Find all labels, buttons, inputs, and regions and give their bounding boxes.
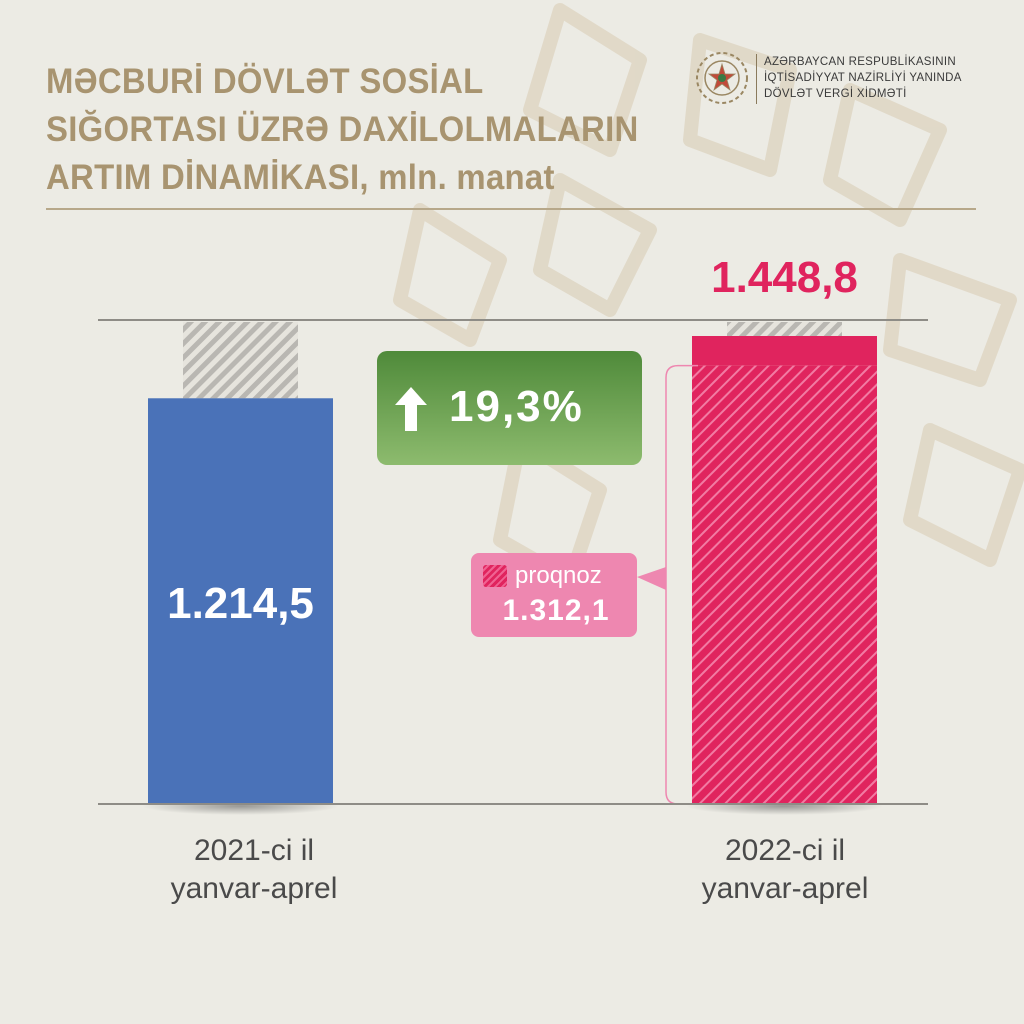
header-divider [46,208,976,210]
org-line-2: İQTİSADİYYAT NAZİRLİYİ YANINDA [764,72,962,84]
forecast-bracket [665,364,698,805]
arrow-up-icon [395,387,427,431]
bar-2022-actual [692,336,877,366]
growth-percent: 19,3% [449,382,584,431]
x-tick-label-line: yanvar-aprel [701,872,869,905]
org-divider [756,54,757,104]
x-tick-label-line: yanvar-aprel [170,872,338,905]
org-line-1: AZƏRBAYCAN RESPUBLİKASININ [764,56,956,68]
growth-badge: 19,3% [377,351,642,465]
difference-band-2022 [727,322,842,338]
org-line-3: DÖVLƏT VERGİ XİDMƏTİ [764,88,907,100]
difference-band-2021 [183,322,298,399]
x-tick-label-line: 2022-ci il [724,834,846,867]
title-line-2: SIĞORTASI ÜZRƏ DAXİLOLMALARIN [46,110,639,149]
title-line-3: ARTIM DİNAMİKASI, mln. manat [46,158,555,197]
forecast-label: proqnoz [515,562,602,589]
x-tick-label-line: 2021-ci il [193,834,315,867]
x-tick-label-2021: 2021-ci il yanvar-aprel [114,832,394,908]
forecast-callout-pointer [637,567,666,590]
state-emblem-icon [696,52,748,104]
forecast-legend-swatch [483,565,507,587]
bar-2022-forecast [692,365,877,804]
forecast-value: 1.312,1 [502,594,610,627]
forecast-callout: proqnoz 1.312,1 [471,553,637,637]
value-label-2022: 1.448,8 [711,253,858,302]
bar-2021 [148,398,333,804]
value-label-2021: 1.214,5 [167,579,314,628]
x-tick-label-2022: 2022-ci il yanvar-aprel [645,832,925,908]
title-line-1: MƏCBURİ DÖVLƏT SOSİAL [46,62,484,101]
org-name: AZƏRBAYCAN RESPUBLİKASININ İQTİSADİYYAT … [764,54,1024,102]
chart-title: MƏCBURİ DÖVLƏT SOSİAL SIĞORTASI ÜZRƏ DAX… [46,58,639,202]
